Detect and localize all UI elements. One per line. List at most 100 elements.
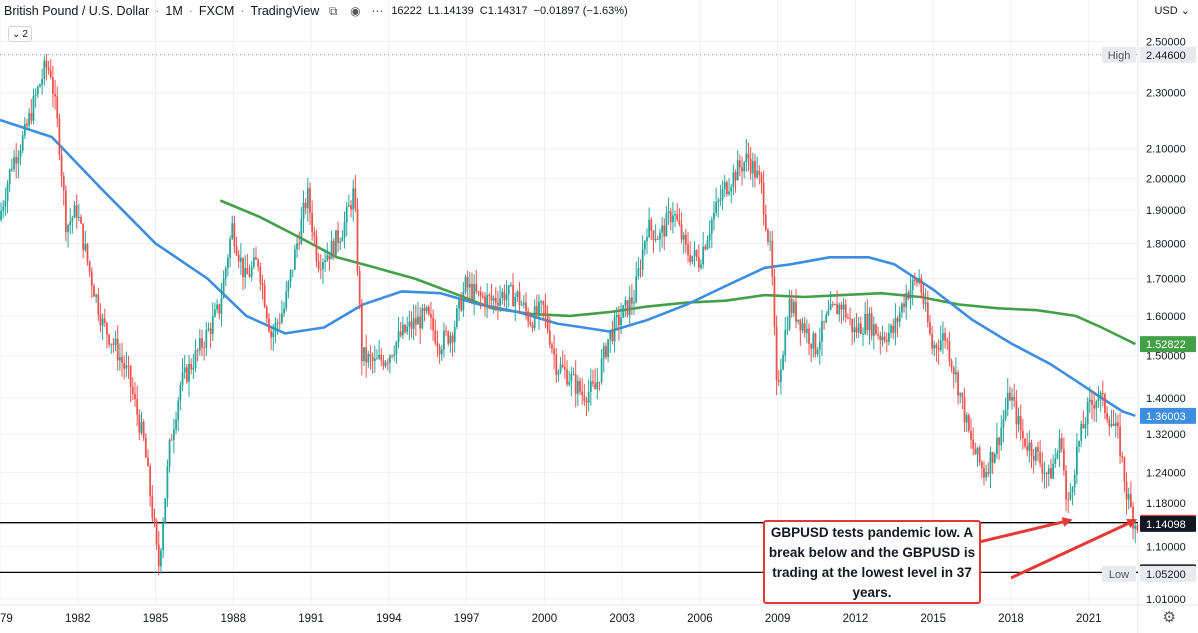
candle-body	[274, 322, 277, 332]
candle-body	[782, 355, 784, 370]
source-label: TradingView	[250, 4, 320, 18]
candle-body	[715, 202, 718, 213]
ohlc-low: L1.14139	[427, 5, 474, 17]
candle-body	[635, 276, 638, 303]
candle-body	[829, 303, 832, 311]
candle-body	[745, 153, 748, 163]
candle-body	[529, 321, 532, 326]
candle-body	[918, 278, 921, 283]
candle-body	[708, 233, 711, 241]
blue-moving-average	[0, 118, 1136, 418]
candle-body	[890, 325, 892, 333]
more-icon[interactable]: ⋯	[371, 4, 384, 18]
header-separator: ·	[240, 4, 245, 18]
candle-body	[907, 292, 910, 299]
candle-body	[916, 280, 918, 283]
candle-body	[449, 335, 452, 344]
candle-body	[864, 314, 867, 334]
ohlc-change: −0.01897 (−1.63%)	[533, 5, 628, 17]
candle-body	[1097, 397, 1100, 402]
candle-body	[423, 308, 426, 312]
candle-body	[687, 244, 689, 255]
candle-body	[842, 304, 845, 310]
candle-body	[585, 400, 588, 403]
candle-body	[479, 291, 482, 296]
candle-body	[179, 385, 182, 401]
candle-body	[389, 355, 391, 363]
candle-body	[989, 452, 992, 474]
candle-body	[138, 414, 141, 433]
candle-body	[611, 331, 614, 342]
candle-body	[751, 161, 754, 174]
indicator-collapse-button[interactable]: ⌄ 2	[8, 26, 32, 42]
candle-body	[1017, 415, 1020, 425]
candle-body	[633, 302, 635, 304]
candle-body	[555, 354, 558, 375]
candle-body	[695, 250, 698, 258]
symbol-name[interactable]: British Pound / U.S. Dollar	[4, 4, 150, 18]
currency-selector[interactable]: USD ⌄	[1154, 4, 1190, 17]
candle-body	[922, 292, 925, 304]
candle-body	[643, 241, 646, 250]
candle-body	[52, 77, 54, 94]
candle-body	[505, 294, 508, 301]
candle-body	[812, 333, 815, 349]
gear-icon[interactable]: ⚙	[1162, 609, 1176, 626]
candle-body	[1104, 394, 1106, 414]
candle-body	[548, 330, 551, 345]
interval-label[interactable]: 1M	[165, 4, 183, 18]
candle-body	[19, 150, 22, 158]
candle-body	[939, 340, 942, 350]
candle-body	[434, 330, 437, 344]
candle-body	[39, 84, 41, 87]
eye-icon[interactable]: ◉	[350, 4, 361, 18]
candle-body	[373, 358, 376, 362]
candle-body	[322, 262, 324, 270]
candle-body	[1119, 426, 1121, 457]
x-tick-label: 1997	[454, 613, 480, 625]
candle-body	[231, 223, 234, 239]
candle-body	[445, 330, 447, 332]
candle-body	[227, 257, 229, 269]
candle-body	[667, 211, 670, 214]
candle-body	[1093, 404, 1096, 409]
candle-body	[706, 240, 709, 249]
candle-body	[352, 188, 355, 210]
candle-body	[464, 276, 467, 292]
candle-body	[1099, 392, 1102, 398]
candle-body	[609, 331, 612, 340]
candle-body	[680, 224, 683, 240]
candle-body	[401, 324, 404, 336]
candle-body	[520, 304, 523, 306]
candle-body	[296, 243, 298, 250]
candle-body	[30, 113, 33, 121]
candle-body	[110, 343, 113, 345]
candle-body	[946, 340, 949, 342]
candle-body	[1047, 468, 1050, 475]
candle-body	[198, 338, 201, 351]
candle-body	[937, 348, 940, 350]
candle-body	[397, 331, 400, 342]
candle-body	[293, 249, 296, 270]
candle-body	[805, 328, 808, 334]
compare-icon[interactable]: ⧉	[329, 4, 338, 18]
candle-body	[1021, 430, 1024, 439]
candle-body	[332, 240, 335, 256]
candle-body	[391, 355, 393, 357]
candle-body	[749, 158, 752, 174]
candle-body	[131, 387, 134, 394]
candle-body	[8, 169, 11, 185]
candle-body	[801, 323, 804, 331]
annotation-callout[interactable]: GBPUSD tests pandemic low. A break below…	[763, 520, 981, 604]
candle-body	[996, 437, 998, 454]
candle-body	[151, 496, 154, 518]
candle-body	[799, 319, 802, 331]
candle-body	[4, 200, 7, 207]
candle-body	[572, 374, 575, 376]
candle-body	[767, 229, 769, 242]
price-label-text: 1.05200	[1146, 569, 1186, 581]
candle-body	[615, 314, 618, 318]
candle-body	[326, 255, 329, 261]
candle-body	[255, 257, 257, 260]
